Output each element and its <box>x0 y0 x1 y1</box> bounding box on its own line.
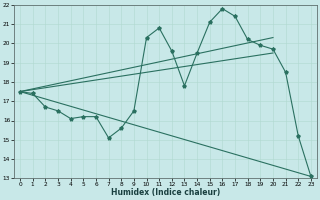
X-axis label: Humidex (Indice chaleur): Humidex (Indice chaleur) <box>111 188 220 197</box>
